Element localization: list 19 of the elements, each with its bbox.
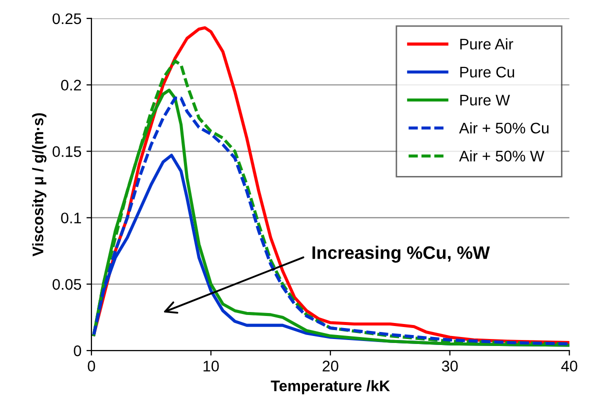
legend-label: Pure Cu bbox=[460, 66, 514, 78]
y-tick-label: 0.15 bbox=[52, 146, 82, 157]
legend-label: Pure W bbox=[460, 94, 510, 106]
annotation: Increasing %Cu, %W bbox=[312, 246, 490, 263]
x-axis-title: Temperature /kK bbox=[270, 380, 390, 394]
y-tick-label: 0.1 bbox=[61, 212, 81, 224]
x-tick-label: 30 bbox=[442, 360, 458, 372]
legend-label: Pure Air bbox=[460, 38, 514, 50]
x-tick-label: 0 bbox=[88, 360, 96, 372]
y-tick-label: 0.25 bbox=[52, 13, 82, 24]
x-tick-label: 20 bbox=[322, 360, 338, 372]
x-tick-label: 40 bbox=[561, 360, 578, 372]
y-tick-label: 0.05 bbox=[52, 279, 82, 290]
x-tick-label: 10 bbox=[204, 360, 219, 372]
legend-label: Air + 50% W bbox=[459, 150, 544, 162]
y-tick-label: 0 bbox=[74, 345, 82, 356]
y-axis-title: Viscosity μ / g/(m·s) bbox=[32, 113, 46, 256]
legend-label: Air + 50% Cu bbox=[459, 122, 548, 134]
y-tick-label: 0.2 bbox=[61, 80, 81, 91]
